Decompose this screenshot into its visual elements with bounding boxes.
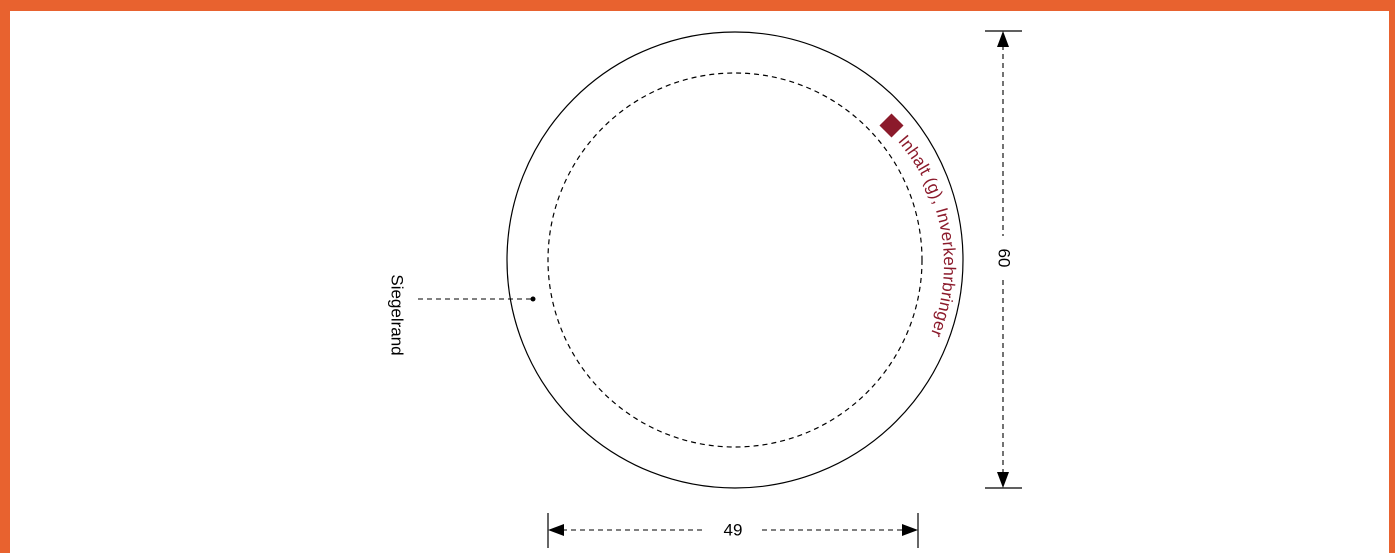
seal-edge-point: [530, 296, 536, 302]
height-dim-arrow-down-icon: [997, 472, 1009, 488]
arc-label: Inhalt (g), Inverkehrbringer: [895, 131, 959, 339]
width-dim-label: 49: [724, 520, 743, 539]
diamond-marker-icon: [879, 113, 904, 138]
inner-dashed-circle: [547, 72, 923, 448]
height-dim-label: 60: [995, 249, 1014, 268]
width-dim-arrow-right-icon: [902, 524, 918, 536]
seal-edge-label: Siegelrand: [388, 274, 407, 355]
width-dim-arrow-left-icon: [548, 524, 564, 536]
outer-circle: [506, 31, 964, 489]
arc-label-text: Inhalt (g), Inverkehrbringer: [895, 131, 959, 339]
height-dim-arrow-up-icon: [997, 31, 1009, 47]
